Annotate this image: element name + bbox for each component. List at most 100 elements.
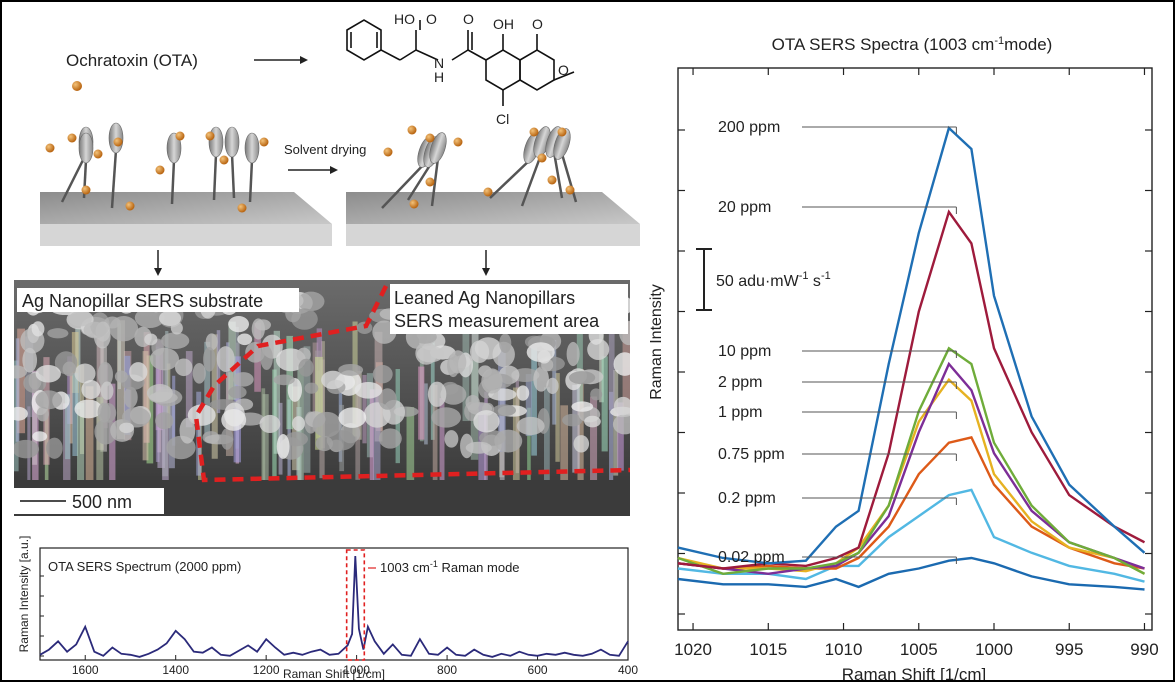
series-line-10-ppm bbox=[677, 346, 1146, 576]
series-line-20-ppm bbox=[677, 209, 1146, 570]
small-ylabel: Raman Intensity [a.u.] bbox=[17, 536, 31, 653]
ota-bead bbox=[453, 137, 463, 147]
down-arrow-right bbox=[482, 250, 490, 276]
nanopillar-stem bbox=[60, 153, 88, 203]
series-label: 200 ppm bbox=[718, 119, 780, 136]
down-arrow-left bbox=[154, 250, 162, 276]
schematic-panel: Ochratoxin (OTA) HO O N H O OH O O bbox=[40, 11, 640, 276]
ota-bead bbox=[219, 155, 229, 165]
leaned-pillar-stem bbox=[430, 157, 440, 207]
ota-bead bbox=[565, 185, 575, 195]
scale-label: 500 nm bbox=[72, 492, 132, 512]
series-label: 0.75 ppm bbox=[718, 446, 785, 463]
substrate-slab-right bbox=[346, 192, 640, 246]
svg-text:Cl: Cl bbox=[496, 111, 509, 127]
raman-mode-annotation: 1003 cm-1 Raman mode bbox=[380, 559, 520, 575]
small-title: OTA SERS Spectrum (2000 ppm) bbox=[48, 559, 241, 574]
ota-bead bbox=[407, 125, 417, 135]
leaned-pillar-cap bbox=[553, 128, 571, 160]
small-spectrum-line bbox=[39, 555, 629, 658]
main-x-tick-label: 1005 bbox=[900, 640, 938, 659]
leaned-pillar-stem bbox=[552, 151, 564, 199]
ota-bead bbox=[113, 137, 123, 147]
molecule-atom-labels: HO O N H O OH O O Cl bbox=[394, 11, 569, 127]
main-x-tick-label: 990 bbox=[1130, 640, 1158, 659]
ota-bead-icon bbox=[72, 81, 82, 91]
sem-right-label-line1: Leaned Ag Nanopillars bbox=[394, 288, 575, 308]
series-line-0-75-ppm bbox=[677, 436, 1145, 570]
main-plot-frame bbox=[677, 67, 1153, 631]
leaned-pillar-stem bbox=[560, 153, 578, 203]
svg-text:O: O bbox=[558, 62, 569, 78]
ota-molecule-structure bbox=[346, 19, 575, 106]
ota-bead bbox=[205, 131, 215, 141]
svg-text:O: O bbox=[532, 16, 543, 32]
svg-text:HO: HO bbox=[394, 11, 415, 27]
small-spectrum-chart: Raman Intensity [a.u.] OTA SERS Spectrum… bbox=[17, 536, 638, 680]
nanopillar-cap bbox=[208, 126, 224, 158]
nanopillar-cap bbox=[166, 132, 182, 164]
ota-bead bbox=[259, 137, 269, 147]
leaned-pillar-stem bbox=[489, 157, 533, 199]
small-x-tick-label: 400 bbox=[618, 663, 638, 677]
series-label: 1 ppm bbox=[718, 404, 762, 421]
main-x-tick-label: 1000 bbox=[975, 640, 1013, 659]
series-label: 2 ppm bbox=[718, 374, 762, 391]
ota-bead bbox=[125, 201, 135, 211]
nanopillar-cap bbox=[244, 132, 260, 164]
sem-right-label-line2: SERS measurement area bbox=[394, 311, 600, 331]
svg-text:H: H bbox=[434, 69, 444, 85]
nanopillar-stem bbox=[212, 153, 218, 201]
nanopillar-stem bbox=[248, 159, 254, 203]
sem-left-label: Ag Nanopillar SERS substrate bbox=[22, 291, 263, 311]
small-x-tick-label: 800 bbox=[437, 663, 457, 677]
main-x-tick-label: 1020 bbox=[674, 640, 712, 659]
main-title: OTA SERS Spectra (1003 cm-1mode) bbox=[772, 35, 1053, 54]
series-label: 10 ppm bbox=[718, 343, 771, 360]
upright-nanopillars bbox=[45, 122, 269, 213]
nanopillar-cap bbox=[224, 126, 240, 158]
ota-bead bbox=[383, 147, 393, 157]
raman-mode-highlight bbox=[345, 549, 366, 661]
ota-bead bbox=[425, 133, 435, 143]
series-line-0-02-ppm bbox=[677, 556, 1145, 591]
ota-bead bbox=[547, 175, 557, 185]
measurement-area-outline bbox=[193, 284, 630, 483]
ota-bead bbox=[537, 153, 547, 163]
ota-bead bbox=[483, 187, 493, 197]
main-spectra-chart: OTA SERS Spectra (1003 cm-1mode) Raman I… bbox=[648, 35, 1159, 680]
nanopillar-stem bbox=[230, 153, 236, 199]
series-label: 0.2 ppm bbox=[718, 490, 776, 507]
ota-bead bbox=[425, 177, 435, 187]
small-x-tick-label: 1600 bbox=[72, 663, 99, 677]
svg-text:O: O bbox=[426, 11, 437, 27]
solvent-drying-label: Solvent drying bbox=[284, 142, 366, 157]
small-x-tick-label: 1400 bbox=[162, 663, 189, 677]
ota-bead bbox=[93, 149, 103, 159]
svg-text:OH: OH bbox=[493, 16, 514, 32]
nanopillar-cap bbox=[78, 132, 94, 164]
main-x-tick-label: 1010 bbox=[825, 640, 863, 659]
ota-bead bbox=[175, 131, 185, 141]
sem-image: Ag Nanopillar SERS substrate Leaned Ag N… bbox=[14, 280, 630, 516]
ota-bead bbox=[529, 127, 539, 137]
ota-bead bbox=[237, 203, 247, 213]
ota-bead bbox=[155, 165, 165, 175]
leaned-nanopillars bbox=[381, 125, 578, 209]
series-label: 0.02 ppm bbox=[718, 549, 785, 566]
main-x-tick-label: 995 bbox=[1055, 640, 1083, 659]
leaned-pillar-stem bbox=[406, 161, 434, 201]
substrate-slab-left bbox=[40, 192, 332, 246]
ota-bead bbox=[557, 127, 567, 137]
svg-text:N: N bbox=[434, 55, 444, 71]
nanopillar-stem bbox=[110, 149, 118, 209]
main-x-tick-label: 1015 bbox=[749, 640, 787, 659]
ota-bead bbox=[409, 199, 419, 209]
series-line-2-ppm bbox=[677, 361, 1145, 576]
small-plot-frame bbox=[39, 547, 629, 661]
small-x-tick-label: 600 bbox=[528, 663, 548, 677]
small-x-tick-label: 1000 bbox=[343, 663, 370, 677]
ota-label: Ochratoxin (OTA) bbox=[66, 51, 198, 70]
ota-bead bbox=[67, 133, 77, 143]
